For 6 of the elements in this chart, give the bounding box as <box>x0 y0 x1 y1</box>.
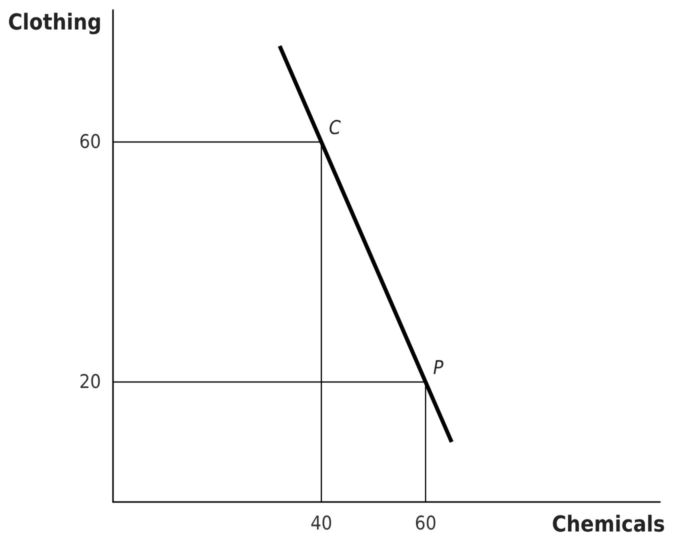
annotation: P <box>433 357 444 379</box>
x-axis-title: Chemicals <box>552 512 665 538</box>
y-tick-label: 20 <box>79 371 101 393</box>
annotation: C <box>328 117 341 139</box>
y-axis-title: Clothing <box>8 10 102 36</box>
x-tick-label: 40 <box>310 512 332 534</box>
